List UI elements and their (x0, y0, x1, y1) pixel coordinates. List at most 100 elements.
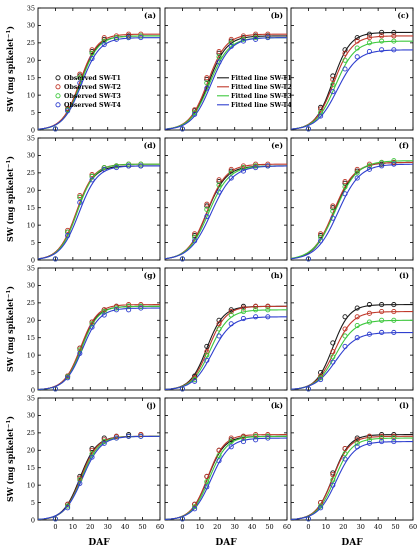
observed-point-T2 (77, 475, 83, 481)
observed-point-T2 (228, 435, 234, 441)
observed-point-T2 (65, 501, 71, 507)
observed-point-T3 (342, 451, 348, 457)
y-axis-label: SW (mg spikelet−1) (5, 26, 15, 112)
observed-point-T4 (113, 435, 119, 441)
legend-fitted-label: Fitted line SW-T1 (231, 75, 292, 82)
y-tick-label: 5 (31, 239, 35, 247)
observed-point-T1 (379, 302, 385, 308)
observed-point-T2 (391, 309, 397, 315)
observed-point-T1 (342, 180, 348, 186)
observed-point-T1 (379, 432, 385, 438)
observed-point-T2 (253, 303, 259, 309)
observed-point-T3 (240, 309, 246, 315)
observed-point-T2 (77, 345, 83, 351)
observed-point-T4 (366, 166, 372, 172)
observed-point-T2 (228, 36, 234, 42)
observed-point-T3 (240, 435, 246, 441)
observed-point-T3 (216, 182, 222, 188)
x-axis-label: DAF (341, 538, 363, 548)
observed-point-T2 (342, 445, 348, 452)
y-tick-label: 35 (27, 394, 35, 402)
observed-point-T4 (216, 189, 222, 195)
observed-point-T3 (228, 40, 234, 46)
observed-point-T1 (240, 35, 246, 41)
panel-e: (e) (164, 137, 288, 262)
observed-point-T4 (318, 376, 324, 383)
observed-point-T4 (113, 36, 119, 42)
x-tick-label: 10 (69, 523, 77, 531)
observed-point-T3 (330, 208, 336, 214)
legend-fitted-label: Fitted line SW-T4 (231, 102, 292, 109)
panel-frame (290, 137, 414, 261)
observed-point-T3 (318, 234, 324, 240)
observed-point-T1 (192, 373, 198, 379)
fitted-line-T4 (290, 441, 413, 520)
fitted-line-T4 (164, 165, 288, 260)
panel-frame (37, 397, 161, 521)
observed-point-T4 (204, 357, 210, 363)
observed-point-T3 (89, 50, 95, 56)
observed-point-T2 (342, 50, 348, 56)
observed-point-T2 (138, 432, 144, 438)
observed-point-T3 (192, 110, 198, 116)
observed-point-T2 (366, 35, 372, 41)
observed-point-T1 (126, 33, 132, 39)
observed-point-T1 (330, 470, 336, 476)
observed-point-T1 (379, 29, 385, 35)
x-tick-label: 40 (121, 523, 129, 531)
observed-point-T2 (204, 75, 210, 81)
observed-point-T4 (192, 378, 198, 384)
observed-point-T3 (192, 504, 198, 510)
observed-point-T3 (342, 57, 348, 63)
observed-point-T3 (101, 439, 107, 445)
observed-point-T3 (391, 435, 397, 441)
panel-grid: 0 5 10 15 20 25 30 35 (a) Observed SW-T1 Observed … (27, 4, 417, 531)
panel-label: (l) (399, 401, 409, 410)
observed-point-T1 (330, 205, 336, 211)
observed-point-T4 (305, 386, 311, 392)
observed-point-T1 (204, 76, 210, 83)
observed-point-T2 (318, 231, 324, 237)
observed-point-T3 (366, 437, 372, 443)
observed-point-T3 (89, 451, 95, 457)
panel-label: (a) (144, 11, 156, 20)
observed-point-T4 (366, 331, 372, 337)
observed-point-T1 (366, 31, 372, 37)
x-tick-label: 0 (180, 523, 184, 531)
observed-point-T4 (52, 126, 58, 132)
legend-fitted-label: Fitted line SW-T3 (231, 93, 292, 100)
legend-observed-marker-T2 (55, 84, 61, 90)
observed-point-T2 (240, 433, 246, 439)
y-tick-label: 0 (31, 126, 35, 134)
observed-point-T3 (192, 234, 198, 240)
observed-point-T2 (265, 31, 271, 37)
observed-point-T3 (354, 45, 360, 51)
observed-point-T4 (101, 312, 107, 318)
x-tick-label: 10 (196, 523, 204, 531)
observed-point-T2 (77, 192, 83, 199)
observed-point-T4 (65, 108, 71, 114)
panel-frame (290, 267, 414, 391)
observed-point-T1 (77, 73, 83, 79)
observed-point-T2 (354, 38, 360, 44)
observed-point-T4 (179, 126, 185, 132)
observed-point-T4 (52, 256, 58, 262)
observed-point-T3 (330, 82, 336, 88)
y-tick-label: 20 (27, 317, 35, 325)
observed-point-T2 (204, 201, 210, 207)
observed-point-T4 (228, 43, 234, 49)
observed-point-T2 (89, 47, 95, 53)
observed-point-T3 (89, 173, 95, 179)
x-tick-label: 30 (357, 523, 365, 531)
panel-frame (290, 7, 414, 131)
observed-point-T2 (113, 33, 119, 39)
observed-point-T4 (113, 307, 119, 313)
observed-point-T1 (354, 435, 360, 441)
observed-point-T3 (265, 307, 271, 313)
observed-point-T4 (216, 333, 222, 339)
observed-point-T3 (318, 110, 324, 116)
x-axis-label: DAF (215, 538, 237, 548)
observed-point-T1 (228, 168, 234, 174)
observed-point-T2 (354, 166, 360, 172)
observed-point-T1 (366, 302, 372, 308)
